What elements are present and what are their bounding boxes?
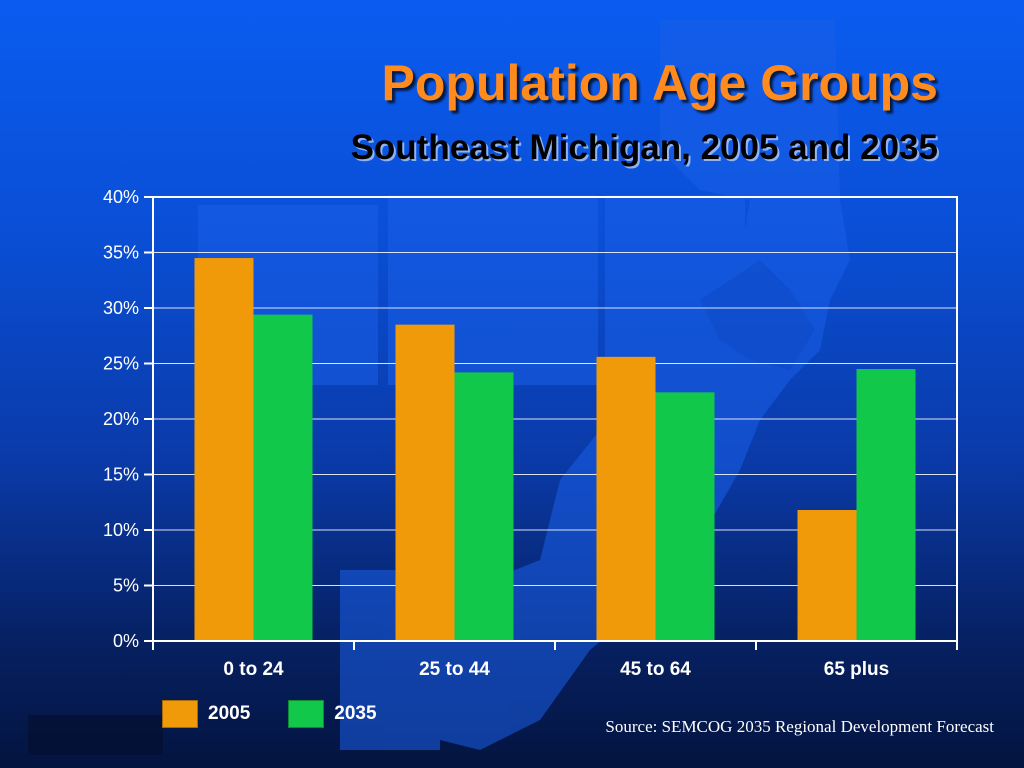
y-tick-label: 30% bbox=[103, 298, 139, 318]
axes bbox=[144, 196, 958, 650]
bars bbox=[194, 258, 916, 641]
x-category-label: 25 to 44 bbox=[419, 659, 490, 680]
bar-2005-0 bbox=[194, 258, 254, 641]
bar-2005-1 bbox=[395, 324, 455, 641]
legend-item-2005: 2005 bbox=[162, 700, 250, 728]
y-tick-label: 25% bbox=[103, 354, 139, 374]
bar-2035-0 bbox=[253, 314, 313, 641]
x-category-label: 45 to 64 bbox=[620, 659, 691, 680]
x-category-label: 65 plus bbox=[824, 659, 889, 680]
slide-subtitle: Southeast Michigan, 2005 and 2035 bbox=[350, 128, 938, 167]
legend: 2005 2035 bbox=[162, 700, 415, 728]
legend-item-2035: 2035 bbox=[288, 700, 377, 728]
x-category-label: 0 to 24 bbox=[223, 659, 284, 680]
legend-label-2035: 2035 bbox=[334, 703, 377, 724]
bar-2005-2 bbox=[596, 356, 656, 641]
y-tick-label: 5% bbox=[113, 576, 139, 596]
bar-2035-1 bbox=[454, 372, 514, 641]
source-note: Source: SEMCOG 2035 Regional Development… bbox=[605, 717, 994, 736]
legend-swatch-2005 bbox=[162, 700, 198, 728]
slide-title: Population Age Groups bbox=[381, 55, 938, 111]
legend-swatch-2035 bbox=[288, 700, 325, 728]
legend-label-2005: 2005 bbox=[208, 703, 251, 724]
y-tick-label: 20% bbox=[103, 409, 139, 429]
bar-2035-2 bbox=[655, 392, 715, 641]
y-tick-label: 0% bbox=[113, 631, 139, 651]
y-tick-label: 40% bbox=[103, 187, 139, 207]
y-tick-label: 10% bbox=[103, 520, 139, 540]
axis-labels: 0% 5% 10% 15% 20% 25% 30% 35% 40% 0 to 24 25 to 44… bbox=[103, 187, 889, 680]
bar-2005-3 bbox=[797, 510, 857, 641]
bar-2035-3 bbox=[856, 369, 916, 641]
y-tick-label: 15% bbox=[103, 465, 139, 485]
y-tick-label: 35% bbox=[103, 243, 139, 263]
